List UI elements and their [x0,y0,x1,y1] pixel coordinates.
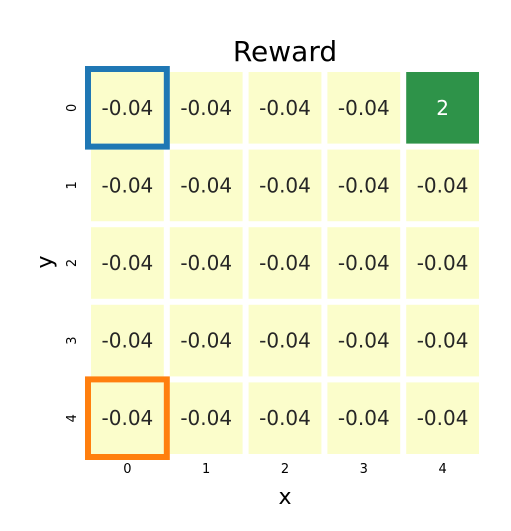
heatmap-cell [248,149,322,222]
cell-value-label: -0.04 [338,96,390,120]
y-tick-labels: 0 1 2 3 4 [65,104,80,423]
cell-value-label: -0.04 [417,329,469,353]
cell-value-label: -0.04 [180,173,232,197]
x-tick-label: 4 [438,462,446,477]
heatmap-cell [169,149,243,222]
heatmap-cell [327,304,401,377]
heatmap-cell [327,382,401,454]
heatmap-cell [327,227,401,299]
cell-value-label: -0.04 [417,406,469,430]
cell-value-label: -0.04 [338,173,390,197]
x-tick-label: 1 [202,462,210,477]
cell-value-label: -0.04 [102,329,154,353]
cell-value-label: -0.04 [259,406,311,430]
heatmap-cell [406,72,479,144]
heatmap-cell [248,72,322,144]
chart-title: Reward [233,35,337,68]
heatmap-cell [169,72,243,144]
heatmap-cell [327,72,401,144]
y-tick-label: 4 [65,414,80,422]
highlight-boxes [85,66,170,460]
heatmap-cell [406,227,479,299]
cell-value-label: 2 [436,96,449,120]
heatmap-cell [169,304,243,377]
cell-value-label: -0.04 [180,96,232,120]
x-tick-label: 0 [123,462,131,477]
y-axis-label: y [33,255,58,268]
heatmap-cell [248,382,322,454]
x-tick-label: 3 [360,462,368,477]
heatmap-cell [91,149,164,222]
heatmap-cell [248,304,322,377]
cell-value-label: -0.04 [338,329,390,353]
cell-value-label: -0.04 [338,251,390,275]
y-tick-label: 2 [65,259,80,267]
y-tick-label: 3 [65,336,80,344]
x-tick-labels: 0 1 2 3 4 [123,462,446,477]
heatmap-cell [248,227,322,299]
x-tick-label: 2 [281,462,289,477]
heatmap-cell [91,382,164,454]
heatmap-cell [406,149,479,222]
cell-value-label: -0.04 [417,173,469,197]
cell-value-label: -0.04 [259,96,311,120]
cell-value-label: -0.04 [102,251,154,275]
heatmap-cell [91,72,164,144]
heatmap-cell [169,227,243,299]
heatmap-cell [91,227,164,299]
cell-value-label: -0.04 [259,251,311,275]
cell-value-label: -0.04 [259,329,311,353]
cell-value-label: -0.04 [180,329,232,353]
heatmap-cell [327,149,401,222]
cell-value-label: -0.04 [180,251,232,275]
heatmap-cell [406,382,479,454]
heatmap-cell [91,304,164,377]
cell-value-label: -0.04 [102,96,154,120]
heatmap-cell [169,382,243,454]
heatmap-cells: -0.04 -0.04 -0.04 -0.04 2 -0.04 -0.04 -0.04 -0.0… [91,72,479,454]
cell-value-label: -0.04 [180,406,232,430]
highlight-box [85,376,170,460]
cell-value-label: -0.04 [102,406,154,430]
x-axis-label: x [278,485,291,510]
cell-value-label: -0.04 [102,173,154,197]
y-tick-label: 0 [65,104,80,112]
cell-value-label: -0.04 [338,406,390,430]
cell-value-label: -0.04 [417,251,469,275]
y-tick-label: 1 [65,181,80,189]
highlight-box [85,66,170,150]
heatmap-cell [406,304,479,377]
cell-value-label: -0.04 [259,173,311,197]
